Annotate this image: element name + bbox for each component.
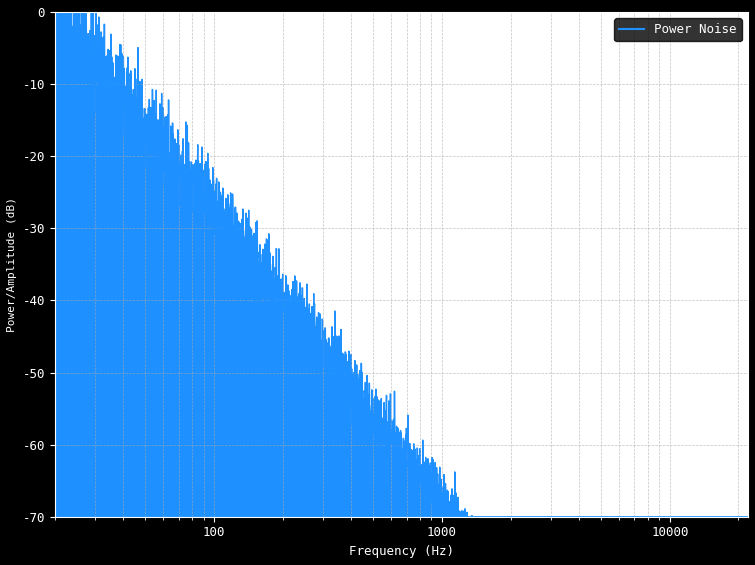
Legend: Power Noise: Power Noise [615,18,742,41]
Line: Power Noise: Power Noise [54,12,748,517]
Power Noise [688,514,697,520]
Power Noise [380,414,389,421]
Power Noise [429,514,438,520]
Power Noise [554,514,563,520]
Power Noise [50,8,59,15]
X-axis label: Frequency (Hz): Frequency (Hz) [349,545,454,558]
Power Noise [723,514,732,520]
Power Noise [744,514,753,520]
Y-axis label: Power/Amplitude (dB): Power/Amplitude (dB) [7,197,17,332]
Power Noise [341,370,350,377]
Power Noise [347,421,356,428]
